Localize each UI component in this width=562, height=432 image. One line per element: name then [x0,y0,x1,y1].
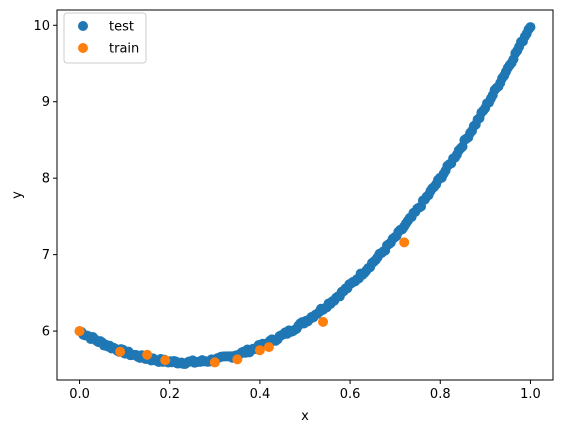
legend-marker-train [78,43,88,53]
train-point [399,237,410,248]
y-tick-label: 6 [42,325,50,340]
train-point [74,326,85,337]
test-series-points [74,22,536,370]
y-tick-label: 10 [33,19,50,34]
train-point [209,357,220,368]
y-axis-label: y [10,191,25,199]
x-tick-label: 0.4 [250,387,271,402]
x-axis-ticks: 0.0 0.2 0.4 0.6 0.8 1.0 [69,380,541,402]
legend-label-test: test [109,20,134,35]
train-point [254,345,265,356]
x-tick-label: 0.6 [340,387,361,402]
train-point [232,354,243,365]
train-point [160,355,171,366]
legend: test train [63,12,147,64]
plot-area [74,22,536,370]
y-tick-label: 9 [42,95,50,110]
legend-label-train: train [109,42,139,57]
y-tick-label: 7 [42,248,50,263]
x-tick-label: 0.2 [159,387,180,402]
y-axis-ticks: 6 7 8 9 10 [33,19,57,340]
train-point [263,342,274,353]
train-point [115,346,126,357]
y-tick-label: 8 [42,172,50,187]
x-axis-label: x [301,409,309,424]
x-tick-label: 0.8 [430,387,451,402]
plot-frame [56,9,554,381]
test-point [525,22,536,33]
train-series-points [74,237,410,368]
train-point [142,349,153,360]
legend-marker-test [78,21,88,31]
train-point [318,316,329,327]
x-tick-label: 1.0 [520,387,541,402]
x-tick-label: 0.0 [69,387,90,402]
